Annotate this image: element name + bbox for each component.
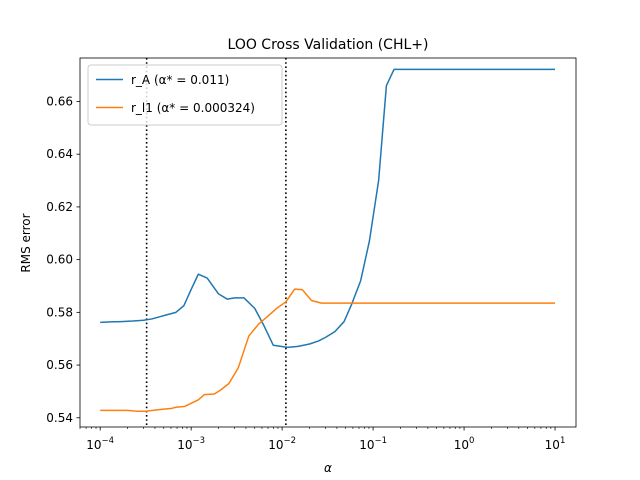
x-tick-label: 101 (545, 436, 566, 452)
series-line-r-l1 (100, 288, 556, 412)
y-tick-label: 0.56 (46, 358, 73, 372)
x-tick-label: 10−3 (177, 436, 205, 452)
series-line-r-a (100, 68, 556, 349)
y-tick-label: 0.58 (46, 305, 73, 319)
y-tick-label: 0.54 (46, 411, 73, 425)
legend-entry-label: r_l1 (α* = 0.000324) (131, 101, 255, 115)
y-tick-label: 0.62 (46, 200, 73, 214)
x-tick-label: 10−2 (268, 436, 296, 452)
x-tick-label: 10−1 (359, 436, 387, 452)
y-tick-label: 0.60 (46, 253, 73, 267)
x-axis-ticks: 10−4 10−3 10−2 10−1 100 101 (79, 427, 566, 452)
x-tick-label: 100 (454, 436, 475, 452)
plot-area (79, 57, 577, 428)
plot-frame (79, 57, 577, 428)
x-tick-label: 10−4 (86, 436, 114, 452)
legend-box (87, 64, 283, 126)
legend: r_A (α* = 0.011) r_l1 (α* = 0.000324) (87, 64, 283, 126)
y-tick-label: 0.66 (46, 94, 73, 108)
legend-entry-label: r_A (α* = 0.011) (131, 73, 229, 87)
series-lines (100, 68, 556, 412)
y-axis-label: RMS error (19, 213, 33, 272)
y-tick-label: 0.64 (46, 147, 73, 161)
y-axis-ticks: 0.54 0.56 0.58 0.60 0.62 0.64 0.66 (46, 94, 80, 425)
chart-title: LOO Cross Validation (CHL+) (228, 37, 429, 53)
x-axis-label: α (324, 461, 332, 475)
